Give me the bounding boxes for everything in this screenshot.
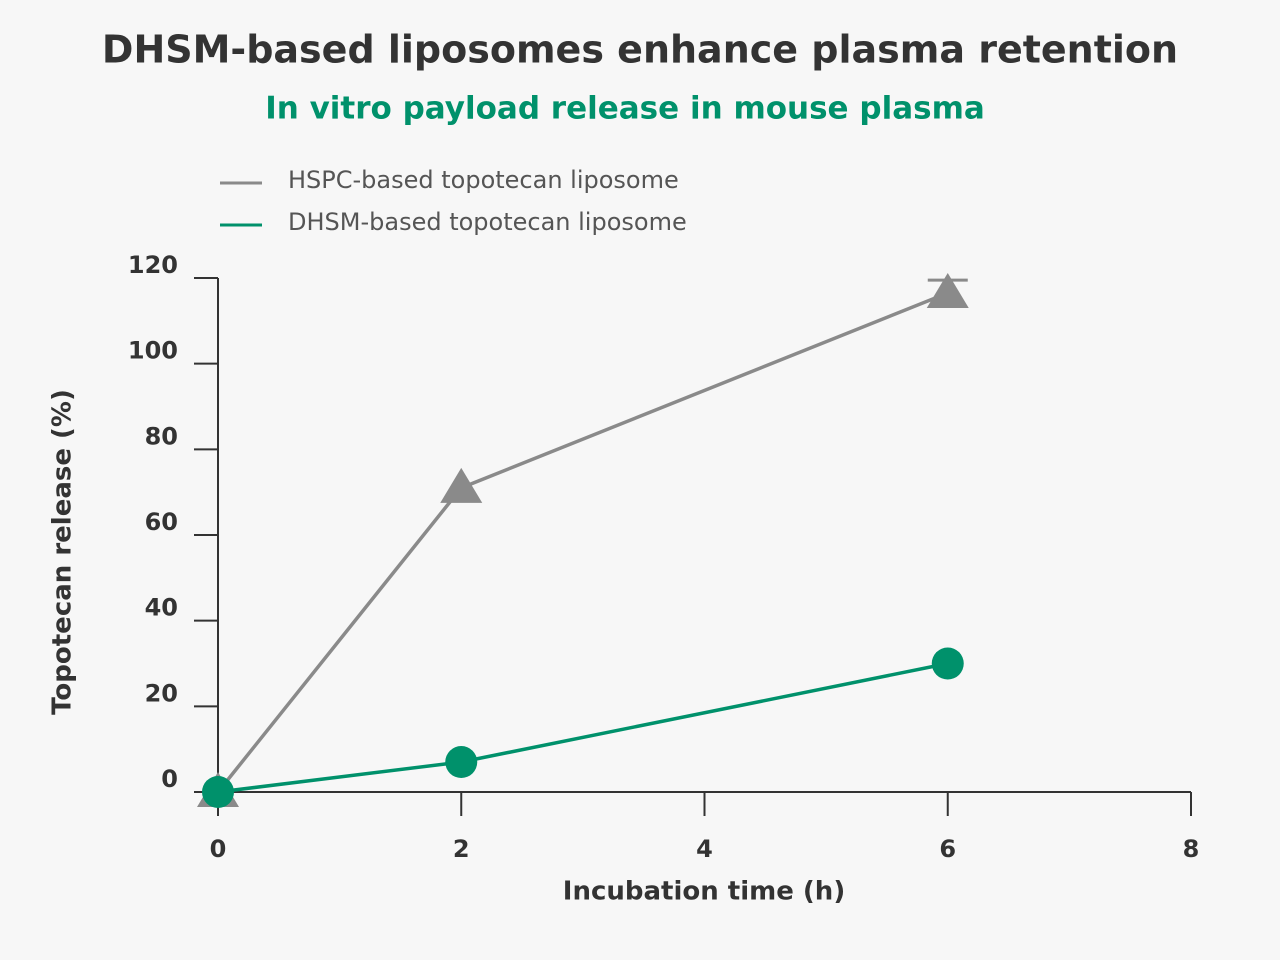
y-tick-label: 80: [145, 422, 178, 450]
legend-label: DHSM-based topotecan liposome: [288, 208, 687, 236]
chart-subtitle: In vitro payload release in mouse plasma: [265, 91, 985, 127]
x-axis-label: Incubation time (h): [563, 877, 845, 907]
marker: [440, 467, 483, 503]
y-axis-label: Topotecan release (%): [48, 389, 78, 715]
marker: [202, 776, 234, 808]
marker: [926, 272, 969, 308]
y-tick-label: 0: [161, 765, 178, 793]
y-tick-label: 40: [145, 594, 178, 622]
y-tick-label: 100: [128, 337, 178, 365]
x-tick-label: 8: [1183, 835, 1200, 863]
x-tick-label: 0: [210, 835, 227, 863]
marker: [931, 647, 964, 680]
marker: [445, 746, 478, 779]
legend-label: HSPC-based topotecan liposome: [288, 166, 679, 194]
x-tick-label: 4: [696, 835, 713, 863]
x-tick-label: 6: [939, 835, 956, 863]
y-tick-label: 120: [128, 251, 178, 279]
chart-title: DHSM-based liposomes enhance plasma rete…: [102, 28, 1178, 72]
y-tick-label: 20: [145, 679, 178, 707]
y-tick-label: 60: [145, 508, 178, 536]
x-tick-label: 2: [453, 835, 470, 863]
